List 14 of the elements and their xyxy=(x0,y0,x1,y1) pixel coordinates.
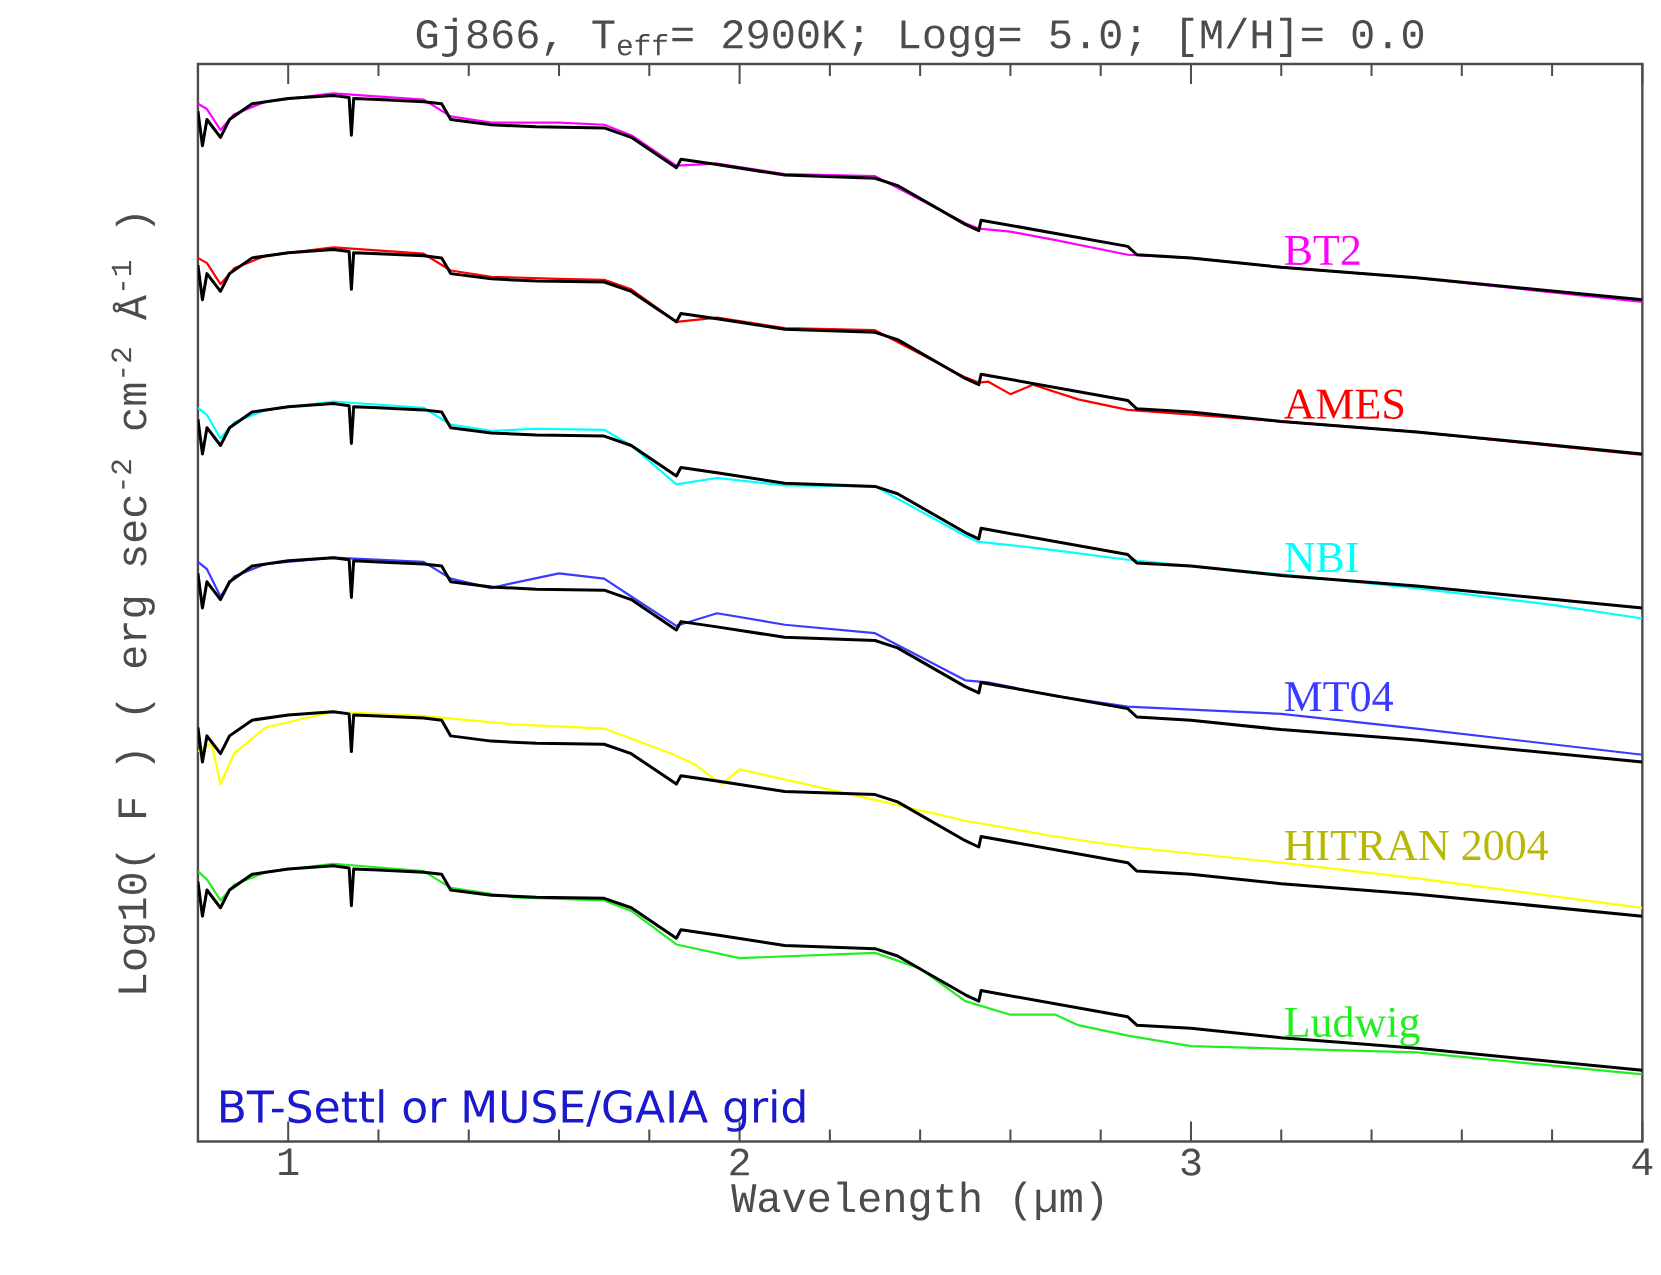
annotation: BT-Settl or MUSE/GAIA grid xyxy=(221,1088,805,1132)
series-label: NBI xyxy=(1284,542,1358,572)
chart-title: Gj866, T$_{eff}$= 2900K; Logg= 5.0; [M/H]= 0.0 xyxy=(416,17,1424,57)
x-tick-label: 2 xyxy=(730,1148,749,1176)
x-tick-label: 3 xyxy=(1181,1148,1201,1176)
series-label: HITRAN 2004 xyxy=(1284,830,1549,861)
series-label: AMES xyxy=(1284,389,1404,419)
series-label: BT2 xyxy=(1284,235,1360,265)
x-tick-label: 1 xyxy=(279,1148,299,1175)
y-axis-title: Log10( F ) ( erg sec$^{-2}$ cm$^{-2}$ Å$^{-1}$ ) xyxy=(111,215,155,993)
series-label: MT04 xyxy=(1284,681,1393,712)
series-label: Ludwig xyxy=(1284,1006,1420,1047)
x-axis-title: Wavelength (µm) xyxy=(731,1181,1102,1221)
x-tick-label: 4 xyxy=(1632,1148,1653,1175)
